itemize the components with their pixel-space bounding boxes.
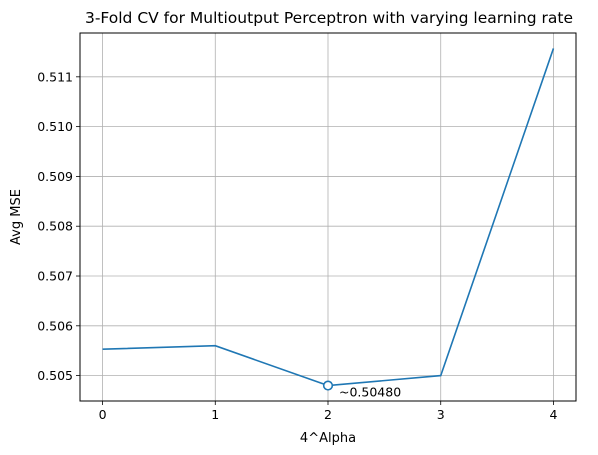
chart-title: 3-Fold CV for Multioutput Perceptron wit… — [85, 9, 573, 27]
y-tick-label: 0.509 — [37, 169, 73, 184]
y-tick-label: 0.508 — [37, 219, 73, 234]
x-tick-label: 3 — [437, 407, 445, 422]
min-marker — [322, 380, 334, 391]
ticks: 0 1 2 3 4 0.505 0.506 0.507 0.508 0.509 0.510 0.511 — [37, 69, 557, 422]
series-layer: ~0.50480 — [102, 48, 555, 400]
x-tick-label: 2 — [324, 407, 332, 422]
y-tick-label: 0.507 — [37, 269, 73, 284]
x-axis-label: 4^Alpha — [300, 431, 356, 446]
x-tick-label: 1 — [211, 407, 219, 422]
grid — [80, 33, 576, 401]
y-tick-label: 0.510 — [37, 119, 73, 134]
x-tick-label: 4 — [549, 407, 557, 422]
y-tick-label: 0.505 — [37, 368, 73, 383]
x-tick-label: 0 — [99, 407, 107, 422]
y-tick-label: 0.511 — [37, 69, 73, 84]
min-annotation: ~0.50480 — [339, 385, 401, 400]
y-axis-label: Avg MSE — [9, 189, 24, 245]
y-tick-label: 0.506 — [37, 318, 73, 333]
